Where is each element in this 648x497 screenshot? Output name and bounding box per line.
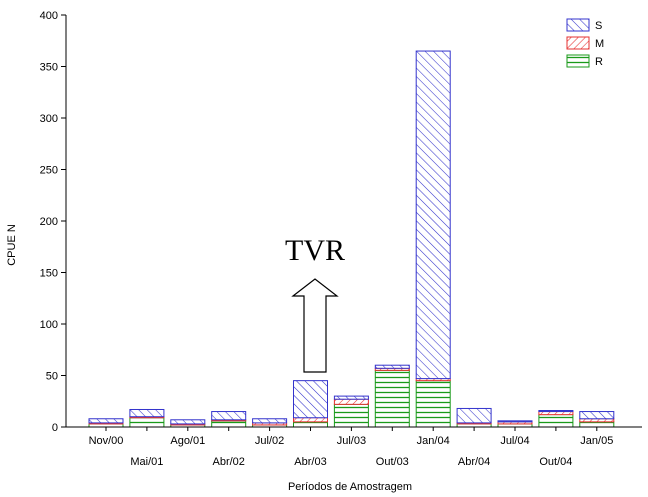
legend-swatch-s	[566, 18, 590, 32]
bar-segment-r	[374, 369, 410, 428]
bar-segment-s	[293, 380, 328, 419]
bar-segment-s	[88, 418, 124, 424]
bar-segment-s	[252, 418, 288, 424]
bar-segment-s	[415, 50, 451, 380]
x-tick-label: Nov/00	[89, 435, 124, 447]
y-tick-label: 50	[46, 371, 58, 383]
bar-segment-r	[538, 414, 574, 428]
y-axis-title: CPUE N	[6, 224, 18, 266]
tvr-annotation: TVR	[285, 234, 345, 373]
bar-segment-s	[497, 420, 533, 423]
y-tick-label: 100	[40, 319, 58, 331]
y-tick-label: 350	[40, 62, 58, 74]
y-tick-label: 250	[40, 165, 58, 177]
y-tick-label: 300	[40, 113, 58, 125]
up-arrow-icon	[291, 278, 339, 373]
bar-segment-s	[538, 410, 574, 413]
bar-segment-r	[211, 420, 247, 428]
bar-segment-s	[170, 419, 206, 425]
x-tick-label: Jul/04	[500, 435, 529, 447]
legend-swatch-r	[566, 54, 590, 68]
legend-label-m: M	[595, 38, 604, 50]
bar-segment-r	[293, 421, 328, 428]
legend-swatch-m	[566, 36, 590, 50]
x-tick-label: Jan/05	[580, 435, 613, 447]
x-tick-label: Abr/03	[294, 456, 326, 468]
bar-segment-m	[293, 417, 328, 423]
x-tick-label: Ago/01	[170, 435, 205, 447]
y-tick-label: 0	[52, 422, 58, 434]
bar-segment-s	[333, 395, 369, 400]
tvr-label: TVR	[285, 234, 345, 267]
axes	[65, 15, 642, 428]
legend-label-r: R	[595, 56, 603, 68]
y-tick-label: 400	[40, 10, 58, 22]
bar-segment-s	[456, 407, 492, 424]
x-tick-label: Mai/01	[130, 456, 163, 468]
x-tick-label: Jul/02	[255, 435, 284, 447]
x-ticks: Nov/00 Mai/01 Ago/01 Abr/02 Jul/02 Abr/03 Jul/…	[89, 427, 613, 468]
bar-segment-r	[333, 403, 369, 428]
legend: SMR	[566, 18, 604, 68]
x-tick-label: Abr/02	[212, 456, 244, 468]
bar-segment-s	[579, 411, 615, 420]
bar-segment-s	[129, 408, 165, 418]
y-ticks: 0 50 100 150 200 250 300 350 400	[40, 10, 66, 434]
bar-segment-r	[129, 417, 165, 428]
x-axis-title: Períodos de Amostragem	[288, 481, 412, 493]
x-tick-label: Jul/03	[337, 435, 366, 447]
bar-segment-s	[374, 364, 410, 369]
bar-segment-r	[579, 421, 615, 428]
legend-label-s: S	[595, 20, 602, 32]
x-tick-label: Out/04	[539, 456, 572, 468]
bar-segment-s	[211, 411, 247, 421]
y-tick-label: 200	[40, 216, 58, 228]
bars-layer	[88, 50, 615, 428]
x-tick-label: Jan/04	[417, 435, 450, 447]
bar-segment-m	[333, 398, 369, 405]
x-tick-label: Out/03	[376, 456, 409, 468]
bar-segment-r	[415, 380, 451, 428]
x-tick-label: Abr/04	[458, 456, 490, 468]
y-tick-label: 150	[40, 268, 58, 280]
